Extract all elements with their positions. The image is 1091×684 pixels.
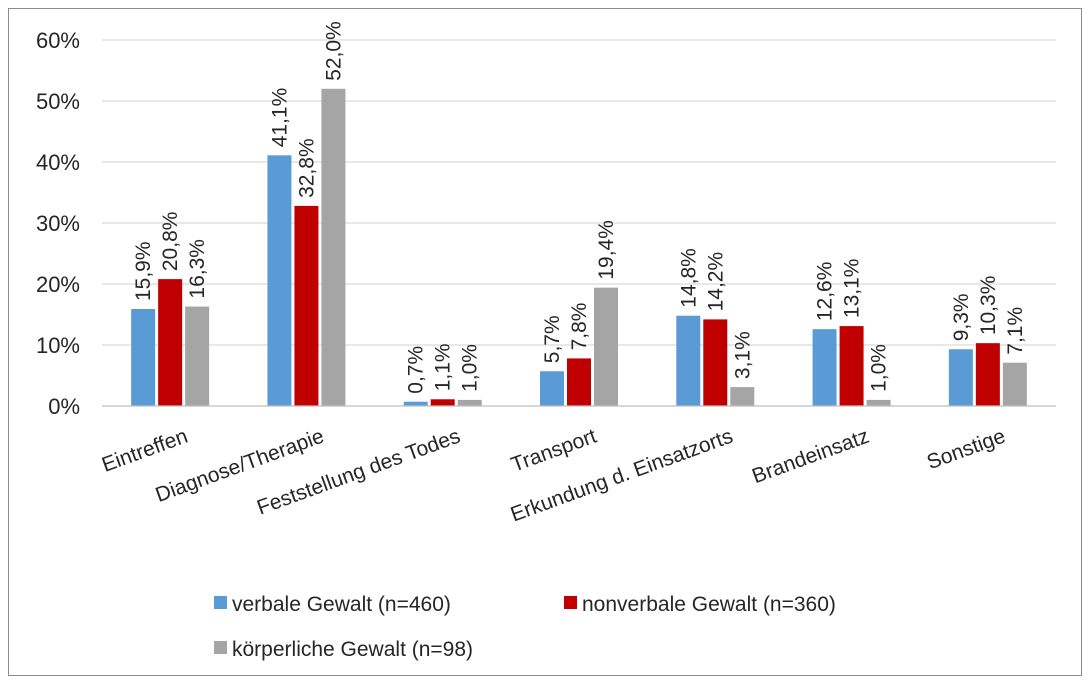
y-tick-label: 20%	[36, 272, 80, 297]
gridlines	[102, 39, 1056, 346]
bar	[676, 315, 701, 406]
data-label: 10,3%	[977, 276, 1000, 336]
bar	[866, 399, 891, 406]
legend-label: nonverbale Gewalt (n=360)	[582, 593, 836, 616]
category-label: Brandeinsatz	[749, 425, 872, 489]
y-tick-label: 50%	[36, 89, 80, 114]
data-label: 1,0%	[459, 344, 482, 392]
data-label: 1,0%	[868, 344, 891, 392]
bar	[540, 371, 564, 406]
data-label: 3,1%	[731, 331, 754, 379]
y-tick-label: 60%	[36, 28, 80, 53]
bar	[185, 306, 210, 406]
bar	[131, 309, 156, 406]
bar	[294, 205, 319, 406]
data-label: 5,7%	[541, 315, 564, 363]
data-label: 14,8%	[677, 248, 700, 308]
bar	[730, 387, 755, 406]
y-tick-label: 10%	[36, 333, 80, 358]
data-label: 1,1%	[432, 343, 455, 391]
bars	[131, 88, 1027, 407]
data-label: 7,1%	[1004, 307, 1027, 355]
legend-swatch	[214, 596, 227, 609]
data-label: 7,8%	[568, 303, 591, 351]
y-tick-label: 0%	[48, 394, 80, 419]
bar	[267, 155, 292, 406]
bar	[839, 326, 864, 406]
bar	[567, 358, 591, 406]
y-tick-label: 30%	[36, 211, 80, 236]
legend-swatch	[214, 641, 227, 654]
bar	[948, 349, 973, 406]
bar	[594, 287, 618, 406]
data-label: 16,3%	[186, 239, 209, 299]
data-label: 15,9%	[132, 241, 155, 301]
data-label: 20,8%	[159, 212, 182, 272]
bar	[812, 329, 837, 406]
data-label: 0,7%	[405, 346, 428, 394]
legend: verbale Gewalt (n=460) nonverbale Gewalt …	[214, 593, 836, 661]
category-labels: EintreffenDiagnose/TherapieFeststellung …	[99, 425, 1009, 527]
category-label: Sonstige	[924, 425, 1009, 475]
bar	[321, 88, 346, 407]
bar	[430, 399, 455, 406]
category-label: Eintreffen	[99, 425, 191, 477]
data-label: 13,1%	[841, 259, 864, 319]
data-label: 14,2%	[704, 252, 727, 312]
data-label: 9,3%	[950, 293, 973, 341]
bar	[975, 343, 1000, 406]
y-tick-label: 40%	[36, 150, 80, 175]
data-label: 32,8%	[295, 138, 318, 198]
data-label: 41,1%	[268, 88, 291, 148]
data-label: 52,0%	[322, 21, 345, 81]
bar	[457, 399, 482, 406]
bar	[158, 279, 183, 406]
legend-label: körperliche Gewalt (n=98)	[232, 638, 473, 661]
bar	[1002, 362, 1027, 406]
category-label: Erkundung d. Einsatzorts	[508, 425, 736, 527]
y-axis-tick-labels: 0% 10% 20% 30% 40% 50% 60%	[36, 28, 80, 419]
legend-label: verbale Gewalt (n=460)	[232, 593, 451, 616]
data-label: 19,4%	[595, 220, 618, 280]
bar	[703, 319, 728, 406]
data-labels: 15,9%20,8% 16,3%41,1%32,8%52,0%0,7% 1,1% 1,…	[132, 21, 1027, 393]
legend-swatch	[564, 596, 577, 609]
category-label: Transport	[508, 425, 600, 477]
bar	[403, 401, 428, 406]
data-label: 12,6%	[814, 262, 837, 322]
